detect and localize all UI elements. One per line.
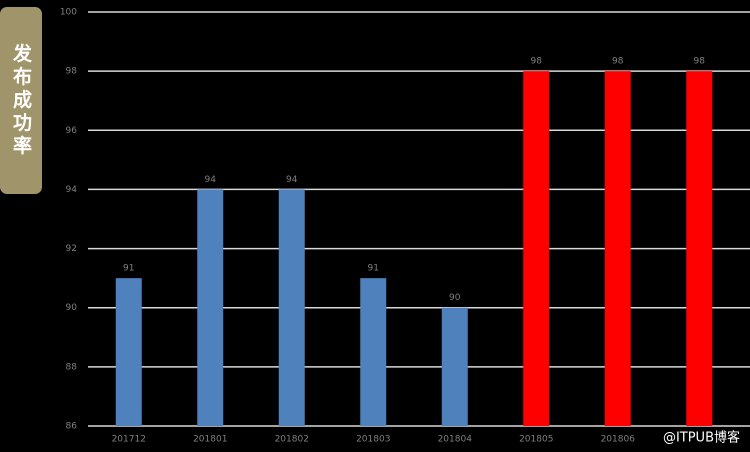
y-axis-label: 发布成功率 <box>10 42 33 158</box>
bar <box>115 278 142 426</box>
data-label: 98 <box>612 57 624 67</box>
data-label: 94 <box>205 175 217 185</box>
data-label: 94 <box>286 175 298 185</box>
x-tick-label: 201804 <box>438 435 473 445</box>
y-tick-label: 88 <box>66 362 78 372</box>
y-tick-label: 96 <box>66 126 78 136</box>
bar <box>278 189 305 426</box>
x-tick-label: 201805 <box>519 435 553 445</box>
y-tick-label: 90 <box>66 303 78 313</box>
x-tick-label: 201802 <box>275 435 309 445</box>
y-label-box <box>0 7 42 194</box>
bar <box>604 71 631 427</box>
data-label: 91 <box>368 264 379 274</box>
data-label: 90 <box>449 293 461 303</box>
y-tick-label: 94 <box>66 185 78 195</box>
bar <box>686 71 713 427</box>
data-label: 98 <box>694 57 706 67</box>
bar <box>441 307 468 426</box>
data-label: 98 <box>531 57 543 67</box>
bar <box>523 71 550 427</box>
y-tick-label: 92 <box>66 244 77 254</box>
y-tick-label: 98 <box>66 67 78 77</box>
watermark: @ITPUB博客 <box>663 430 740 446</box>
y-tick-label: 100 <box>60 8 77 18</box>
data-label: 91 <box>123 264 134 274</box>
bar <box>360 278 387 426</box>
x-tick-label: 201712 <box>112 435 146 445</box>
y-tick-label: 86 <box>66 422 78 432</box>
x-tick-label: 201801 <box>193 435 227 445</box>
x-tick-label: 201803 <box>356 435 390 445</box>
x-tick-label: 201806 <box>601 435 636 445</box>
bar <box>197 189 224 426</box>
